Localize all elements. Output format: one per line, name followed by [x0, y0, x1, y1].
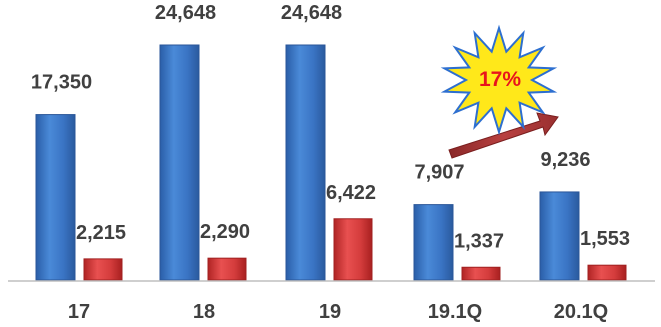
bar-series2-19.1Q [461, 266, 501, 281]
value-label-series1-20.1Q: 9,236 [540, 149, 590, 171]
category-label-18: 18 [193, 301, 215, 323]
starburst-icon [440, 24, 558, 136]
value-label-series2-20.1Q: 1,553 [580, 228, 630, 250]
bar-series1-19 [285, 44, 326, 281]
category-label-20.1Q: 20.1Q [554, 301, 608, 323]
category-label-19: 19 [319, 301, 341, 323]
value-label-series1-18: 24,648 [155, 2, 216, 24]
value-labels: 17,350 2,215 24,648 2,290 24,648 6,422 7,907 1,… [31, 2, 630, 252]
value-label-series2-19: 6,422 [326, 182, 376, 204]
category-labels: 17 18 19 19.1Q 20.1Q [68, 301, 608, 323]
growth-arrow [448, 112, 559, 159]
bar-series1-17 [35, 114, 76, 281]
growth-percent: 17% [479, 68, 521, 91]
bar-series1-20.1Q [539, 191, 580, 281]
value-label-series1-19.1Q: 7,907 [414, 162, 464, 184]
value-label-series1-19: 24,648 [281, 2, 342, 24]
bar-series2-19 [333, 218, 373, 281]
bar-series2-17 [83, 258, 123, 281]
category-label-17: 17 [68, 301, 90, 323]
bar-series1-18 [159, 44, 200, 281]
bar-series2-18 [207, 257, 247, 281]
growth-annotation: 17% [440, 24, 559, 159]
category-label-19.1Q: 19.1Q [428, 301, 482, 323]
value-label-series2-17: 2,215 [76, 222, 126, 244]
bars-layer [35, 44, 627, 281]
value-label-series1-17: 17,350 [31, 72, 92, 94]
bar-series1-19.1Q [413, 204, 454, 281]
value-label-series2-19.1Q: 1,337 [454, 230, 504, 252]
bar-series2-20.1Q [587, 264, 627, 281]
value-label-series2-18: 2,290 [200, 221, 250, 243]
